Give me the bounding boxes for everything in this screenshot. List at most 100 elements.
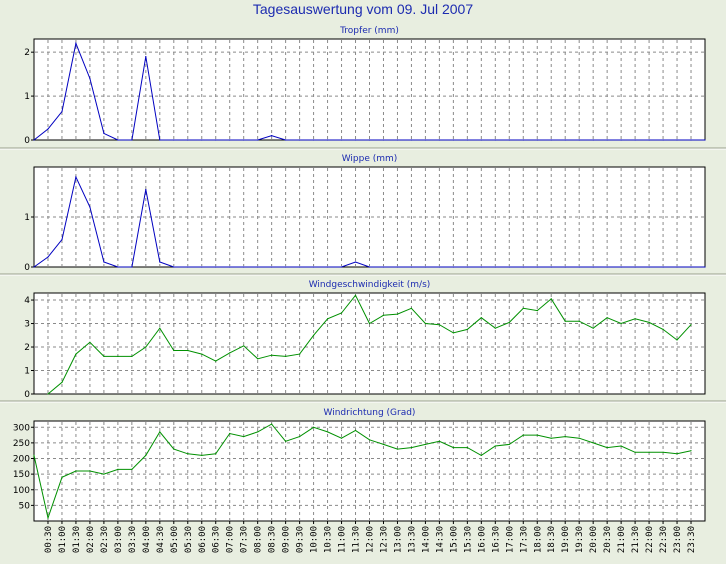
data-point: [327, 318, 329, 320]
data-point: [103, 473, 105, 475]
data-point: [187, 453, 189, 455]
data-point: [676, 453, 678, 455]
data-point: [480, 317, 482, 319]
data-point: [662, 266, 664, 268]
data-point: [606, 317, 608, 319]
data-point: [368, 139, 371, 141]
data-point: [382, 443, 385, 445]
data-point: [676, 139, 678, 141]
data-point: [494, 445, 496, 447]
chart-title: Wippe (mm): [342, 154, 398, 164]
data-point: [634, 139, 636, 141]
data-point: [229, 266, 231, 268]
data-point: [508, 321, 510, 323]
x-tick-label: 17:30: [519, 526, 529, 553]
data-point: [550, 139, 552, 141]
data-point: [159, 261, 161, 263]
x-tick-label: 23:00: [673, 526, 683, 553]
data-point: [145, 454, 147, 456]
data-point: [340, 437, 343, 439]
data-point: [173, 266, 175, 268]
data-point: [89, 470, 91, 472]
y-tick-label: 150: [13, 470, 30, 480]
y-tick-label: 250: [13, 439, 30, 449]
data-point: [313, 266, 315, 268]
x-tick-label: 14:30: [435, 526, 445, 553]
data-point: [145, 56, 147, 58]
data-point: [299, 436, 301, 438]
x-tick-label: 07:30: [240, 526, 250, 553]
data-point: [47, 128, 49, 130]
data-point: [396, 313, 399, 315]
data-point: [33, 454, 35, 456]
data-point: [61, 381, 63, 383]
data-point: [313, 139, 315, 141]
x-tick-label: 19:30: [575, 526, 585, 553]
x-tick-label: 11:30: [352, 526, 362, 553]
x-tick-label: 01:00: [58, 526, 68, 553]
x-tick-label: 12:00: [366, 526, 376, 553]
data-point: [634, 451, 636, 453]
x-tick-label: 07:00: [226, 526, 236, 553]
data-point: [285, 139, 287, 141]
data-point: [676, 266, 678, 268]
x-tick-label: 17:00: [505, 526, 515, 553]
data-point: [522, 139, 524, 141]
data-point: [550, 437, 552, 439]
data-point: [676, 339, 678, 341]
data-point: [243, 139, 245, 141]
x-tick-label: 05:30: [184, 526, 194, 553]
x-tick-label: 22:00: [645, 526, 655, 553]
data-point: [285, 266, 287, 268]
data-point: [620, 139, 622, 141]
data-point: [215, 266, 217, 268]
data-point: [145, 346, 147, 348]
data-point: [187, 349, 189, 352]
y-tick-label: 1: [24, 367, 30, 377]
data-point: [47, 517, 49, 519]
data-point: [592, 442, 594, 444]
data-point: [159, 139, 161, 141]
data-point: [271, 266, 273, 268]
x-tick-label: 15:30: [463, 526, 473, 553]
data-point: [215, 360, 217, 362]
data-point: [368, 439, 371, 441]
chart-title: Tropfer (mm): [339, 26, 399, 36]
data-point: [354, 429, 357, 431]
y-tick-label: 0: [24, 390, 30, 400]
data-point: [662, 328, 664, 330]
data-point: [592, 266, 594, 268]
data-point: [382, 266, 385, 268]
data-point: [550, 266, 552, 268]
data-point: [285, 440, 287, 442]
data-point: [438, 440, 440, 442]
data-point: [690, 139, 692, 141]
data-point: [578, 320, 580, 322]
chart-panel-1: Tropfer (mm) 0 1 2: [24, 26, 706, 146]
x-tick-label: 16:00: [477, 526, 487, 553]
data-point: [536, 139, 538, 141]
x-tick-label: 06:30: [212, 526, 222, 553]
data-point: [103, 261, 105, 263]
data-point: [620, 322, 622, 325]
x-tick-label: 19:00: [561, 526, 571, 553]
data-point: [592, 139, 594, 141]
data-point: [340, 312, 343, 314]
data-point: [690, 266, 692, 268]
data-point: [173, 448, 175, 450]
data-point: [564, 266, 566, 268]
data-point: [271, 423, 273, 425]
x-tick-label: 05:00: [170, 526, 180, 553]
data-point: [89, 77, 91, 80]
data-point: [89, 341, 91, 343]
data-point: [452, 266, 454, 268]
data-point: [243, 436, 245, 438]
y-tick-label: 2: [24, 343, 30, 353]
data-point: [648, 266, 650, 268]
data-point: [103, 132, 105, 134]
data-point: [494, 139, 496, 141]
x-tick-label: 21:30: [631, 526, 641, 553]
data-point: [452, 447, 454, 449]
data-point: [187, 266, 189, 268]
chart-panel-4: Windrichtung (Grad) 50 100 150 200 250 300: [13, 408, 706, 522]
